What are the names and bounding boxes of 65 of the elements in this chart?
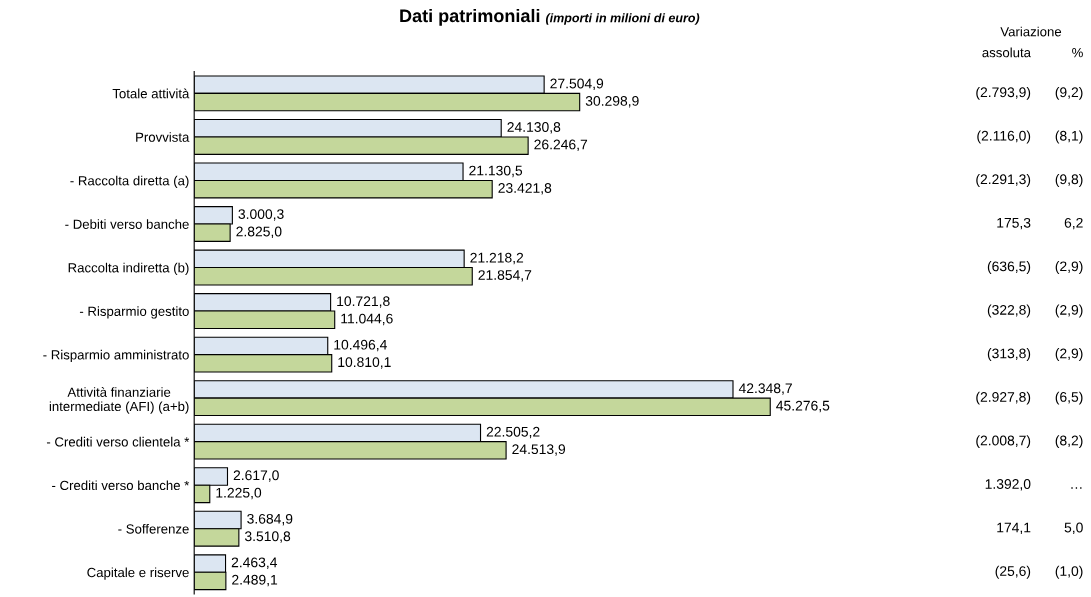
text: assoluta bbox=[982, 47, 1031, 58]
text: (313,8) bbox=[987, 348, 1031, 362]
data-label: 1.225,0 bbox=[216, 487, 262, 500]
data-label: 3.000,3 bbox=[238, 209, 284, 221]
text: Variazione bbox=[1000, 26, 1062, 37]
y-tick-label: Attività finanziarie intermediate (AFI) (a+b) bbox=[49, 387, 189, 414]
text: 1.392,0 bbox=[985, 479, 1031, 491]
data-label: 45.276,5 bbox=[776, 400, 830, 413]
data-label: 2.463,4 bbox=[231, 557, 278, 569]
y-tick-label: - Crediti verso banche * bbox=[52, 480, 190, 491]
text: (2.291,3) bbox=[976, 173, 1031, 187]
data-label: 10.810,1 bbox=[338, 357, 391, 369]
text: (322,8) bbox=[987, 304, 1031, 318]
text: (2.927,8) bbox=[976, 391, 1031, 405]
data-label: 24.513,9 bbox=[512, 444, 566, 456]
text: 5,0 bbox=[1064, 522, 1083, 535]
text: (9,8) bbox=[1055, 173, 1083, 187]
text: (2,9) bbox=[1055, 304, 1083, 318]
text: (636,5) bbox=[987, 261, 1031, 274]
data-label: 11.044,6 bbox=[341, 313, 393, 326]
y-tick-label: - Risparmio amministrato bbox=[43, 349, 189, 363]
y-tick-label: - Debiti verso banche bbox=[65, 219, 189, 229]
data-label: 26.246,7 bbox=[534, 139, 588, 152]
y-tick-label: - Sofferenze bbox=[118, 523, 189, 534]
data-label: 3.684,9 bbox=[247, 513, 293, 526]
text: … bbox=[1071, 487, 1082, 489]
data-label: 21.130,5 bbox=[469, 165, 523, 178]
y-tick-label: - Raccolta diretta (a) bbox=[70, 175, 189, 188]
chart-subtitle: (importi in milioni di euro) bbox=[545, 13, 700, 25]
text: (9,2) bbox=[1055, 86, 1083, 100]
data-label: 10.721,8 bbox=[337, 296, 390, 308]
data-label: 2.617,0 bbox=[233, 470, 279, 482]
y-tick-label: Provvista bbox=[136, 132, 190, 142]
text: (2,9) bbox=[1055, 261, 1083, 274]
data-label: 2.825,0 bbox=[236, 226, 282, 239]
data-label: 42.348,7 bbox=[738, 383, 792, 395]
y-tick-label: - Risparmio gestito bbox=[79, 306, 189, 319]
y-tick-label: Capitale e riserve bbox=[87, 567, 189, 580]
text: (2.008,7) bbox=[976, 435, 1031, 449]
text: 6,2 bbox=[1064, 217, 1083, 230]
data-label: 24.130,8 bbox=[507, 122, 561, 134]
data-label: 27.504,9 bbox=[550, 78, 604, 91]
data-label: 30.298,9 bbox=[585, 96, 639, 108]
y-tick-label: Raccolta indiretta (b) bbox=[68, 262, 189, 276]
data-label: 3.510,8 bbox=[244, 531, 291, 543]
data-label: 23.421,8 bbox=[498, 183, 552, 195]
text: 175,3 bbox=[997, 217, 1031, 230]
y-tick-label: - Crediti verso clientela * bbox=[46, 436, 190, 447]
chart-title: Dati patrimoniali bbox=[400, 8, 540, 26]
data-label: 21.218,2 bbox=[470, 252, 524, 265]
y-tick-label: Totale attività bbox=[112, 88, 190, 99]
text: (2.793,9) bbox=[976, 86, 1031, 100]
text: (2.116,0) bbox=[977, 130, 1031, 144]
text: (2,9) bbox=[1055, 348, 1083, 362]
text: (1,0) bbox=[1055, 565, 1083, 579]
text: (6,5) bbox=[1055, 391, 1083, 405]
text: (25,6) bbox=[995, 565, 1031, 579]
text: % bbox=[1072, 47, 1083, 58]
data-label: 10.496,4 bbox=[334, 339, 387, 352]
text: (8,2) bbox=[1055, 435, 1083, 449]
text: (8,1) bbox=[1055, 130, 1083, 144]
data-label: 2.489,1 bbox=[232, 574, 278, 587]
data-label: 22.505,2 bbox=[486, 426, 540, 439]
text: 174,1 bbox=[997, 522, 1031, 535]
data-label: 21.854,7 bbox=[478, 270, 532, 282]
